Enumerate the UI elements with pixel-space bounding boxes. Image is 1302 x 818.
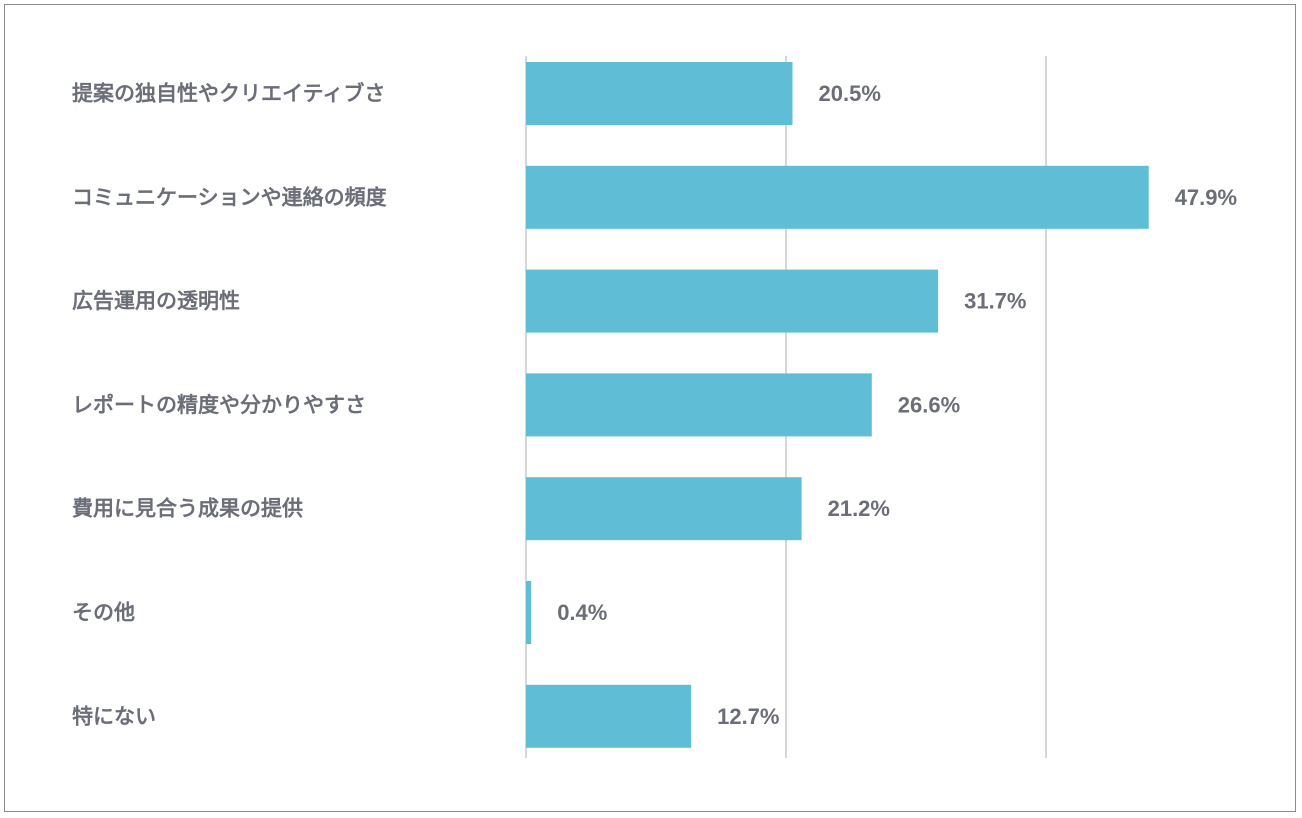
category-label: 提案の独自性やクリエイティブさ: [72, 82, 385, 106]
bars: [526, 62, 1149, 748]
value-label: 0.4%: [557, 600, 607, 625]
value-label: 12.7%: [717, 704, 779, 729]
category-label: レポートの精度や分かりやすさ: [72, 393, 366, 417]
category-label: その他: [72, 601, 135, 625]
bar: [526, 373, 872, 437]
category-label: 広告運用の透明性: [72, 289, 240, 313]
value-label: 31.7%: [964, 289, 1026, 314]
bar: [526, 269, 939, 333]
category-label: 費用に見合う成果の提供: [72, 497, 303, 521]
bar: [526, 62, 793, 125]
value-label: 47.9%: [1175, 185, 1237, 210]
bar: [526, 581, 532, 644]
bar: [526, 477, 802, 541]
category-label: コミュニケーションや連絡の頻度: [72, 185, 387, 209]
value-label: 21.2%: [828, 496, 890, 521]
labels: 提案の独自性やクリエイティブさ 20.5% コミュニケーションや連絡の頻度 47.9%…: [72, 81, 1237, 729]
bar: [526, 165, 1149, 229]
bar: [526, 684, 692, 748]
value-label: 20.5%: [819, 81, 881, 106]
category-label: 特にない: [72, 704, 156, 728]
value-label: 26.6%: [898, 392, 960, 417]
